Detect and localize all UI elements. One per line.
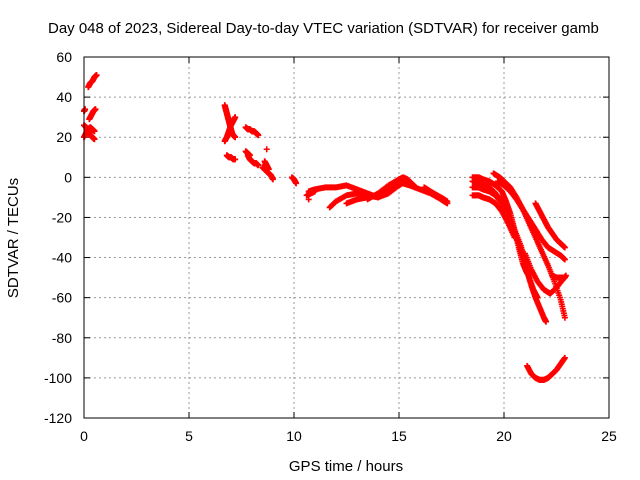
- data-point-marker: [93, 72, 100, 79]
- data-point-marker: [561, 314, 568, 321]
- y-tick-label: -100: [44, 370, 72, 386]
- y-tick-label: -120: [44, 410, 72, 426]
- data-point-marker: [91, 136, 98, 143]
- data-point-marker: [543, 318, 549, 325]
- series-arc-aa: [469, 184, 549, 325]
- series-arc-ag: [549, 272, 568, 281]
- series-arc-m: [261, 158, 272, 173]
- data-point-marker: [293, 180, 300, 187]
- series-arc-ah: [524, 354, 568, 383]
- x-tick-label: 0: [80, 428, 88, 444]
- data-point-marker: [246, 152, 253, 159]
- data-point-marker: [312, 188, 318, 195]
- data-point-marker: [82, 106, 89, 113]
- data-point-marker: [265, 166, 272, 173]
- y-tick-label: -80: [52, 330, 72, 346]
- data-point-marker: [561, 256, 568, 263]
- data-point-marker: [444, 198, 451, 205]
- series-arc-q: [303, 188, 318, 199]
- series-arc-ad: [494, 178, 568, 263]
- series-arc-c: [81, 106, 89, 115]
- series-arc-w: [400, 180, 451, 207]
- x-tick-label: 10: [286, 428, 302, 444]
- series-arc-k: [242, 148, 253, 159]
- series-arc-e: [85, 72, 100, 91]
- y-axis-title: SDTVAR / TECUs: [5, 178, 22, 298]
- series-arc-r: [305, 196, 312, 203]
- y-tick-labels: -120 -100 -80 -60 -40 -20 0 20 40 60: [44, 49, 72, 426]
- y-tick-label: 40: [56, 89, 72, 105]
- data-point-marker: [270, 176, 276, 183]
- data-point-marker: [561, 274, 568, 281]
- y-tick-label: -40: [52, 250, 72, 266]
- series-arc-d: [86, 106, 99, 123]
- grid-lines: [84, 57, 609, 418]
- data-point-marker: [232, 114, 239, 121]
- y-tick-label: 20: [56, 129, 72, 145]
- series-arc-x: [421, 184, 451, 205]
- series-arc-o: [288, 174, 300, 187]
- y-tick-label: -60: [52, 290, 72, 306]
- y-tick-label: -20: [52, 209, 72, 225]
- x-tick-label: 25: [601, 428, 617, 444]
- data-point-marker: [255, 132, 262, 139]
- plot-frame: [83, 56, 610, 419]
- data-point-marker: [305, 196, 312, 203]
- data-point-marker: [232, 156, 239, 163]
- x-axis-title: GPS time / hours: [289, 458, 403, 475]
- data-point-marker: [232, 134, 239, 141]
- series-arc-n: [263, 146, 270, 153]
- x-tick-label: 15: [391, 428, 407, 444]
- data-points: [81, 72, 569, 383]
- x-tick-label: 5: [185, 428, 193, 444]
- y-tick-label: 60: [56, 49, 72, 65]
- x-tick-labels: 0 5 10 15 20 25: [80, 428, 617, 444]
- y-tick-label: 0: [64, 169, 72, 185]
- axis-ticks: [83, 56, 610, 419]
- data-point-marker: [263, 146, 270, 153]
- data-point-marker: [561, 244, 568, 251]
- chart-title: Day 048 of 2023, Sidereal Day-to-day VTE…: [48, 20, 599, 37]
- series-arc-ab: [469, 192, 518, 241]
- series-arc-i: [242, 124, 262, 139]
- data-point-marker: [511, 234, 518, 241]
- x-tick-label: 20: [496, 428, 512, 444]
- data-point-marker: [255, 162, 262, 169]
- data-point-marker: [92, 106, 99, 113]
- series-arc-h: [223, 152, 239, 163]
- series-arc-ae: [532, 200, 568, 251]
- data-point-marker: [91, 128, 98, 135]
- series-arc-g: [221, 114, 239, 145]
- data-point-marker: [561, 354, 568, 361]
